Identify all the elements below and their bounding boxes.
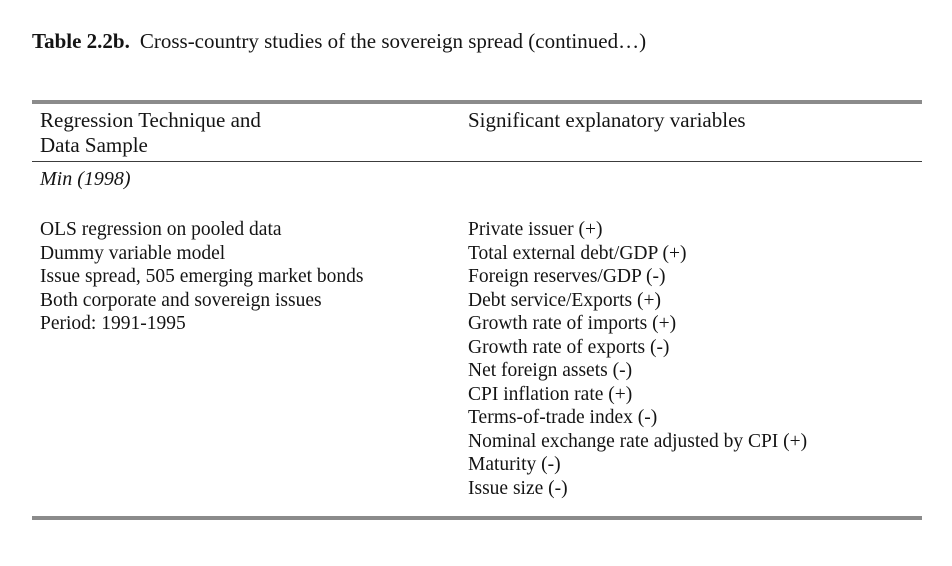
explanatory-item: Total external debt/GDP (+) <box>468 242 687 264</box>
studies-table: Regression Technique and Data Sample Sig… <box>32 100 922 520</box>
document-page: Table 2.2b. Cross-country studies of the … <box>32 28 922 520</box>
regression-item: OLS regression on pooled data <box>40 219 282 240</box>
explanatory-item: Growth rate of imports (+) <box>468 313 677 334</box>
table-bottom-rule <box>32 516 922 520</box>
table-title-text: Cross-country studies of the sovereign s… <box>139 29 647 53</box>
explanatory-item: Terms-of-trade index (-) <box>468 407 658 428</box>
table-top-rule <box>32 100 922 104</box>
header-divider-rule <box>32 161 922 162</box>
table-header-row: Regression Technique and Data Sample Sig… <box>32 104 922 161</box>
regression-item: Both corporate and sovereign issues <box>40 289 322 311</box>
explanatory-item: Private issuer (+) <box>468 219 603 240</box>
regression-items-list: OLS regression on pooled data Dummy varia… <box>40 218 468 500</box>
explanatory-item: CPI inflation rate (+) <box>468 383 633 405</box>
column-header-regression-technique: Regression Technique and Data Sample <box>40 108 261 157</box>
explanatory-item: Growth rate of exports (-) <box>468 336 670 358</box>
regression-item: Issue spread, 505 emerging market bonds <box>40 266 364 287</box>
table-caption: Table 2.2b. Cross-country studies of the … <box>32 28 922 54</box>
column-header-explanatory-variables: Significant explanatory variables <box>468 108 746 132</box>
explanatory-items-list: Private issuer (+) Total external debt/GD… <box>468 218 922 500</box>
explanatory-item: Maturity (-) <box>468 454 561 475</box>
regression-item: Period: 1991-1995 <box>40 313 186 334</box>
study-citation: Min (1998) <box>40 168 131 190</box>
explanatory-item: Foreign reserves/GDP (-) <box>468 266 666 287</box>
table-body-row: OLS regression on pooled data Dummy varia… <box>32 191 922 516</box>
explanatory-item: Net foreign assets (-) <box>468 360 633 381</box>
explanatory-item: Debt service/Exports (+) <box>468 289 661 311</box>
explanatory-item: Issue size (-) <box>468 477 568 499</box>
explanatory-item: Nominal exchange rate adjusted by CPI (+… <box>468 430 808 452</box>
regression-item: Dummy variable model <box>40 242 226 264</box>
table-number: Table 2.2b. <box>32 29 130 53</box>
